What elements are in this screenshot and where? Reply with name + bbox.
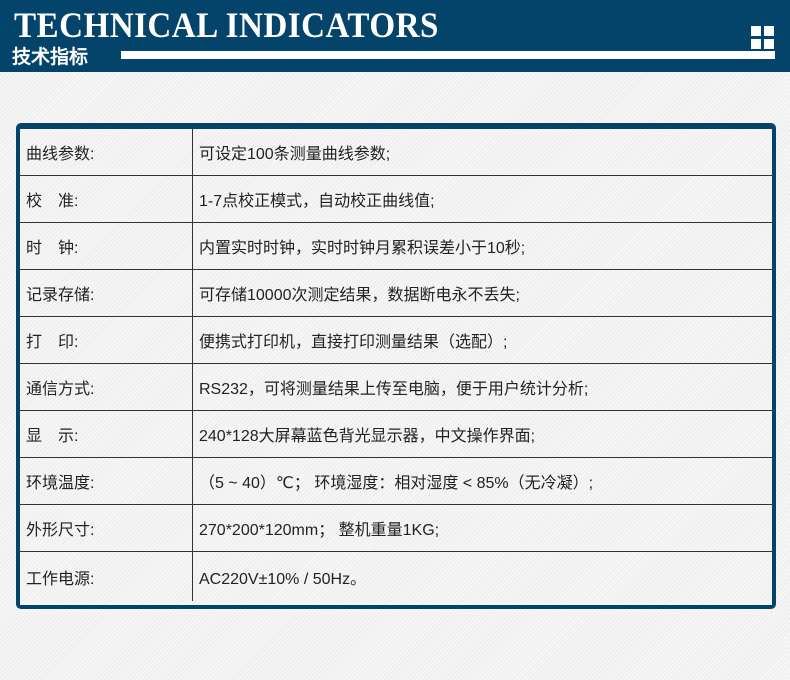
spec-row: 环境温度: （5 ~ 40）℃； 环境湿度：相对湿度 < 85%（无冷凝）; [20,458,772,505]
spec-row: 显 示: 240*128大屏幕蓝色背光显示器，中文操作界面; [20,411,772,458]
spec-label: 通信方式: [20,364,193,410]
grid-icon [751,26,775,50]
spec-label: 外形尺寸: [20,505,193,551]
spec-label: 时 钟: [20,223,193,269]
title-english: TECHNICAL INDICATORS [14,5,439,45]
spec-label: 记录存储: [20,270,193,316]
spec-value: 1-7点校正模式，自动校正曲线值; [199,193,435,210]
spec-row: 校 准: 1-7点校正模式，自动校正曲线值; [20,176,772,223]
spec-value: （5 ~ 40）℃； 环境湿度：相对湿度 < 85%（无冷凝）; [199,475,594,492]
spec-row: 记录存储: 可存储10000次测定结果，数据断电永不丢失; [20,270,772,317]
spec-value: 便携式打印机，直接打印测量结果（选配）; [199,334,508,351]
spec-value: 270*200*120mm； 整机重量1KG; [199,522,440,539]
spec-label: 曲线参数: [20,129,193,175]
spec-row: 通信方式: RS232，可将测量结果上传至电脑，便于用户统计分析; [20,364,772,411]
spec-row: 曲线参数: 可设定100条测量曲线参数; [20,129,772,176]
spec-label: 环境温度: [20,458,193,504]
spec-table: 曲线参数: 可设定100条测量曲线参数; 校 准: 1-7点校正模式，自动校正曲线值;… [20,129,772,605]
spec-value: 240*128大屏幕蓝色背光显示器，中文操作界面; [199,428,536,445]
spec-label: 工作电源: [20,552,193,601]
spec-row: 时 钟: 内置实时时钟，实时时钟月累积误差小于10秒; [20,223,772,270]
spec-label: 打 印: [20,317,193,363]
spec-value: 可存储10000次测定结果，数据断电永不丢失; [199,287,520,304]
header-divider-bar [121,51,775,59]
spec-label: 校 准: [20,176,193,222]
spec-row: 外形尺寸: 270*200*120mm； 整机重量1KG; [20,505,772,552]
spec-value: RS232，可将测量结果上传至电脑，便于用户统计分析; [199,381,589,398]
spec-value: 可设定100条测量曲线参数; [199,146,391,163]
title-chinese: 技术指标 [12,47,89,68]
spec-label: 显 示: [20,411,193,457]
spec-row: 打 印: 便携式打印机，直接打印测量结果（选配）; [20,317,772,364]
spec-value: AC220V±10% / 50Hz。 [199,570,367,588]
spec-value: 内置实时时钟，实时时钟月累积误差小于10秒; [199,240,526,257]
spec-row: 工作电源: AC220V±10% / 50Hz。 [20,552,772,601]
section-header: TECHNICAL INDICATORS 技术指标 [0,0,790,72]
